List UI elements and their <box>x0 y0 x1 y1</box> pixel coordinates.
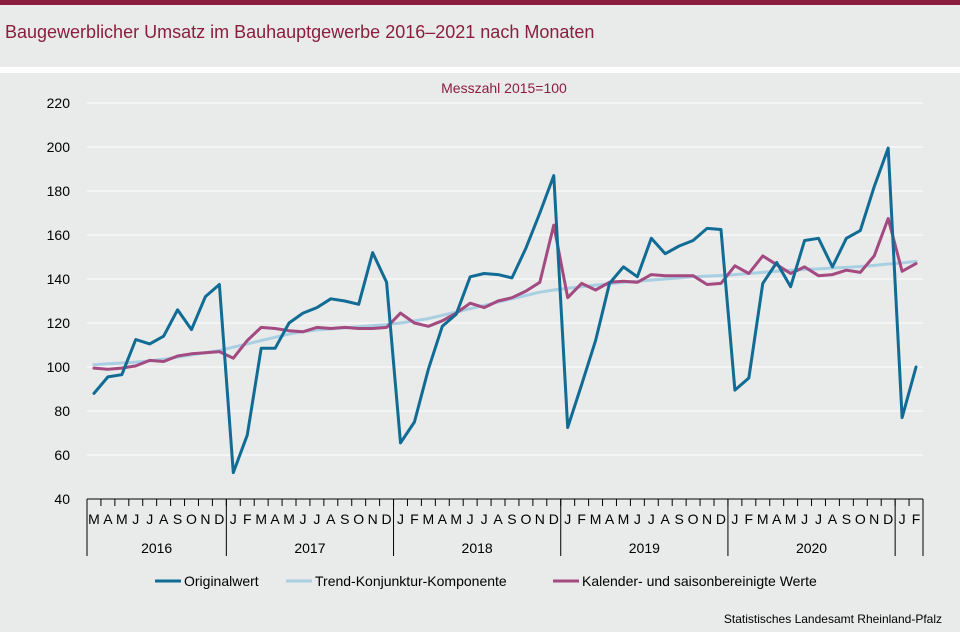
x-tick-label: J <box>815 511 822 527</box>
y-tick-label: 60 <box>54 447 70 463</box>
y-tick-label: 120 <box>47 315 71 331</box>
x-tick-label: N <box>702 511 712 527</box>
x-tick-label: S <box>842 511 851 527</box>
year-label: 2016 <box>141 540 172 556</box>
x-tick-label: J <box>899 511 906 527</box>
x-tick-label: J <box>230 511 237 527</box>
x-tick-label: A <box>828 511 838 527</box>
x-tick-label: J <box>801 511 808 527</box>
x-tick-label: J <box>313 511 320 527</box>
x-tick-label: M <box>590 511 602 527</box>
y-tick-label: 180 <box>47 183 71 199</box>
x-tick-label: O <box>520 511 531 527</box>
page-title: Baugewerblicher Umsatz im Bauhauptgewerb… <box>5 22 595 42</box>
x-tick-label: D <box>883 511 893 527</box>
x-tick-label: N <box>535 511 545 527</box>
y-axis-ticks: 40 60 80 100 120 140 160 180 200 220 <box>47 95 71 507</box>
x-tick-label: M <box>618 511 630 527</box>
year-label: 2019 <box>629 540 660 556</box>
x-tick-label: D <box>382 511 392 527</box>
y-tick-label: 100 <box>47 359 71 375</box>
x-tick-label: S <box>340 511 349 527</box>
top-accent-bar <box>0 0 960 5</box>
x-tick-label: J <box>481 511 488 527</box>
x-tick-label: J <box>731 511 738 527</box>
x-tick-label: M <box>757 511 769 527</box>
header-separator <box>0 67 960 73</box>
x-tick-label: A <box>772 511 782 527</box>
y-tick-label: 200 <box>47 139 71 155</box>
x-tick-label: S <box>674 511 683 527</box>
legend-label: Trend-Konjunktur-Komponente <box>315 573 507 589</box>
year-label: 2020 <box>796 540 827 556</box>
x-tick-label: J <box>132 511 139 527</box>
legend: Originalwert Trend-Konjunktur-Komponente K… <box>155 573 817 589</box>
line-chart: Messzahl 2015=100 40 60 80 100 120 140 160 180 2… <box>47 80 924 589</box>
x-tick-label: J <box>564 511 571 527</box>
year-label: 2018 <box>462 540 493 556</box>
x-tick-label: M <box>116 511 128 527</box>
x-tick-label: D <box>214 511 224 527</box>
x-tick-label: F <box>912 511 921 527</box>
legend-label: Originalwert <box>184 573 259 589</box>
chart-subtitle: Messzahl 2015=100 <box>441 80 567 96</box>
x-tick-label: J <box>146 511 153 527</box>
x-tick-label: M <box>88 511 100 527</box>
x-tick-label: A <box>438 511 448 527</box>
x-tick-label: F <box>243 511 252 527</box>
x-tick-label: A <box>493 511 503 527</box>
year-label: 2017 <box>294 540 325 556</box>
series-line-3 <box>92 217 918 371</box>
x-tick-label: A <box>661 511 671 527</box>
x-tick-label: A <box>270 511 280 527</box>
source-note: Statistisches Landesamt Rheinland-Pfalz <box>723 612 942 626</box>
x-tick-label: N <box>368 511 378 527</box>
y-tick-label: 160 <box>47 227 71 243</box>
x-tick-label: D <box>549 511 559 527</box>
x-tick-label: J <box>634 511 641 527</box>
y-tick-label: 80 <box>54 403 70 419</box>
x-tick-label: S <box>507 511 516 527</box>
x-tick-label: M <box>255 511 267 527</box>
x-tick-label: O <box>186 511 197 527</box>
x-tick-label: M <box>283 511 295 527</box>
legend-label: Kalender- und saisonbereinigte Werte <box>582 573 817 589</box>
x-tick-label: O <box>353 511 364 527</box>
x-tick-label: M <box>423 511 435 527</box>
x-tick-label: A <box>159 511 169 527</box>
x-tick-label: O <box>855 511 866 527</box>
x-tick-label: J <box>648 511 655 527</box>
x-tick-label: F <box>745 511 754 527</box>
series-line-1 <box>92 146 918 475</box>
x-tick-label: A <box>103 511 113 527</box>
x-tick-label: M <box>450 511 462 527</box>
x-tick-label: J <box>299 511 306 527</box>
series-lines <box>92 146 918 475</box>
x-tick-label: M <box>785 511 797 527</box>
x-tick-label: S <box>173 511 182 527</box>
y-tick-label: 140 <box>47 271 71 287</box>
x-tick-label: A <box>605 511 615 527</box>
y-tick-label: 40 <box>54 491 70 507</box>
y-tick-label: 220 <box>47 95 71 111</box>
x-tick-label: N <box>869 511 879 527</box>
x-tick-label: J <box>397 511 404 527</box>
x-tick-label: F <box>410 511 419 527</box>
x-tick-label: O <box>688 511 699 527</box>
x-tick-label: F <box>577 511 586 527</box>
x-tick-label: A <box>326 511 336 527</box>
x-tick-label: D <box>716 511 726 527</box>
x-tick-label: J <box>467 511 474 527</box>
x-tick-label: N <box>200 511 210 527</box>
